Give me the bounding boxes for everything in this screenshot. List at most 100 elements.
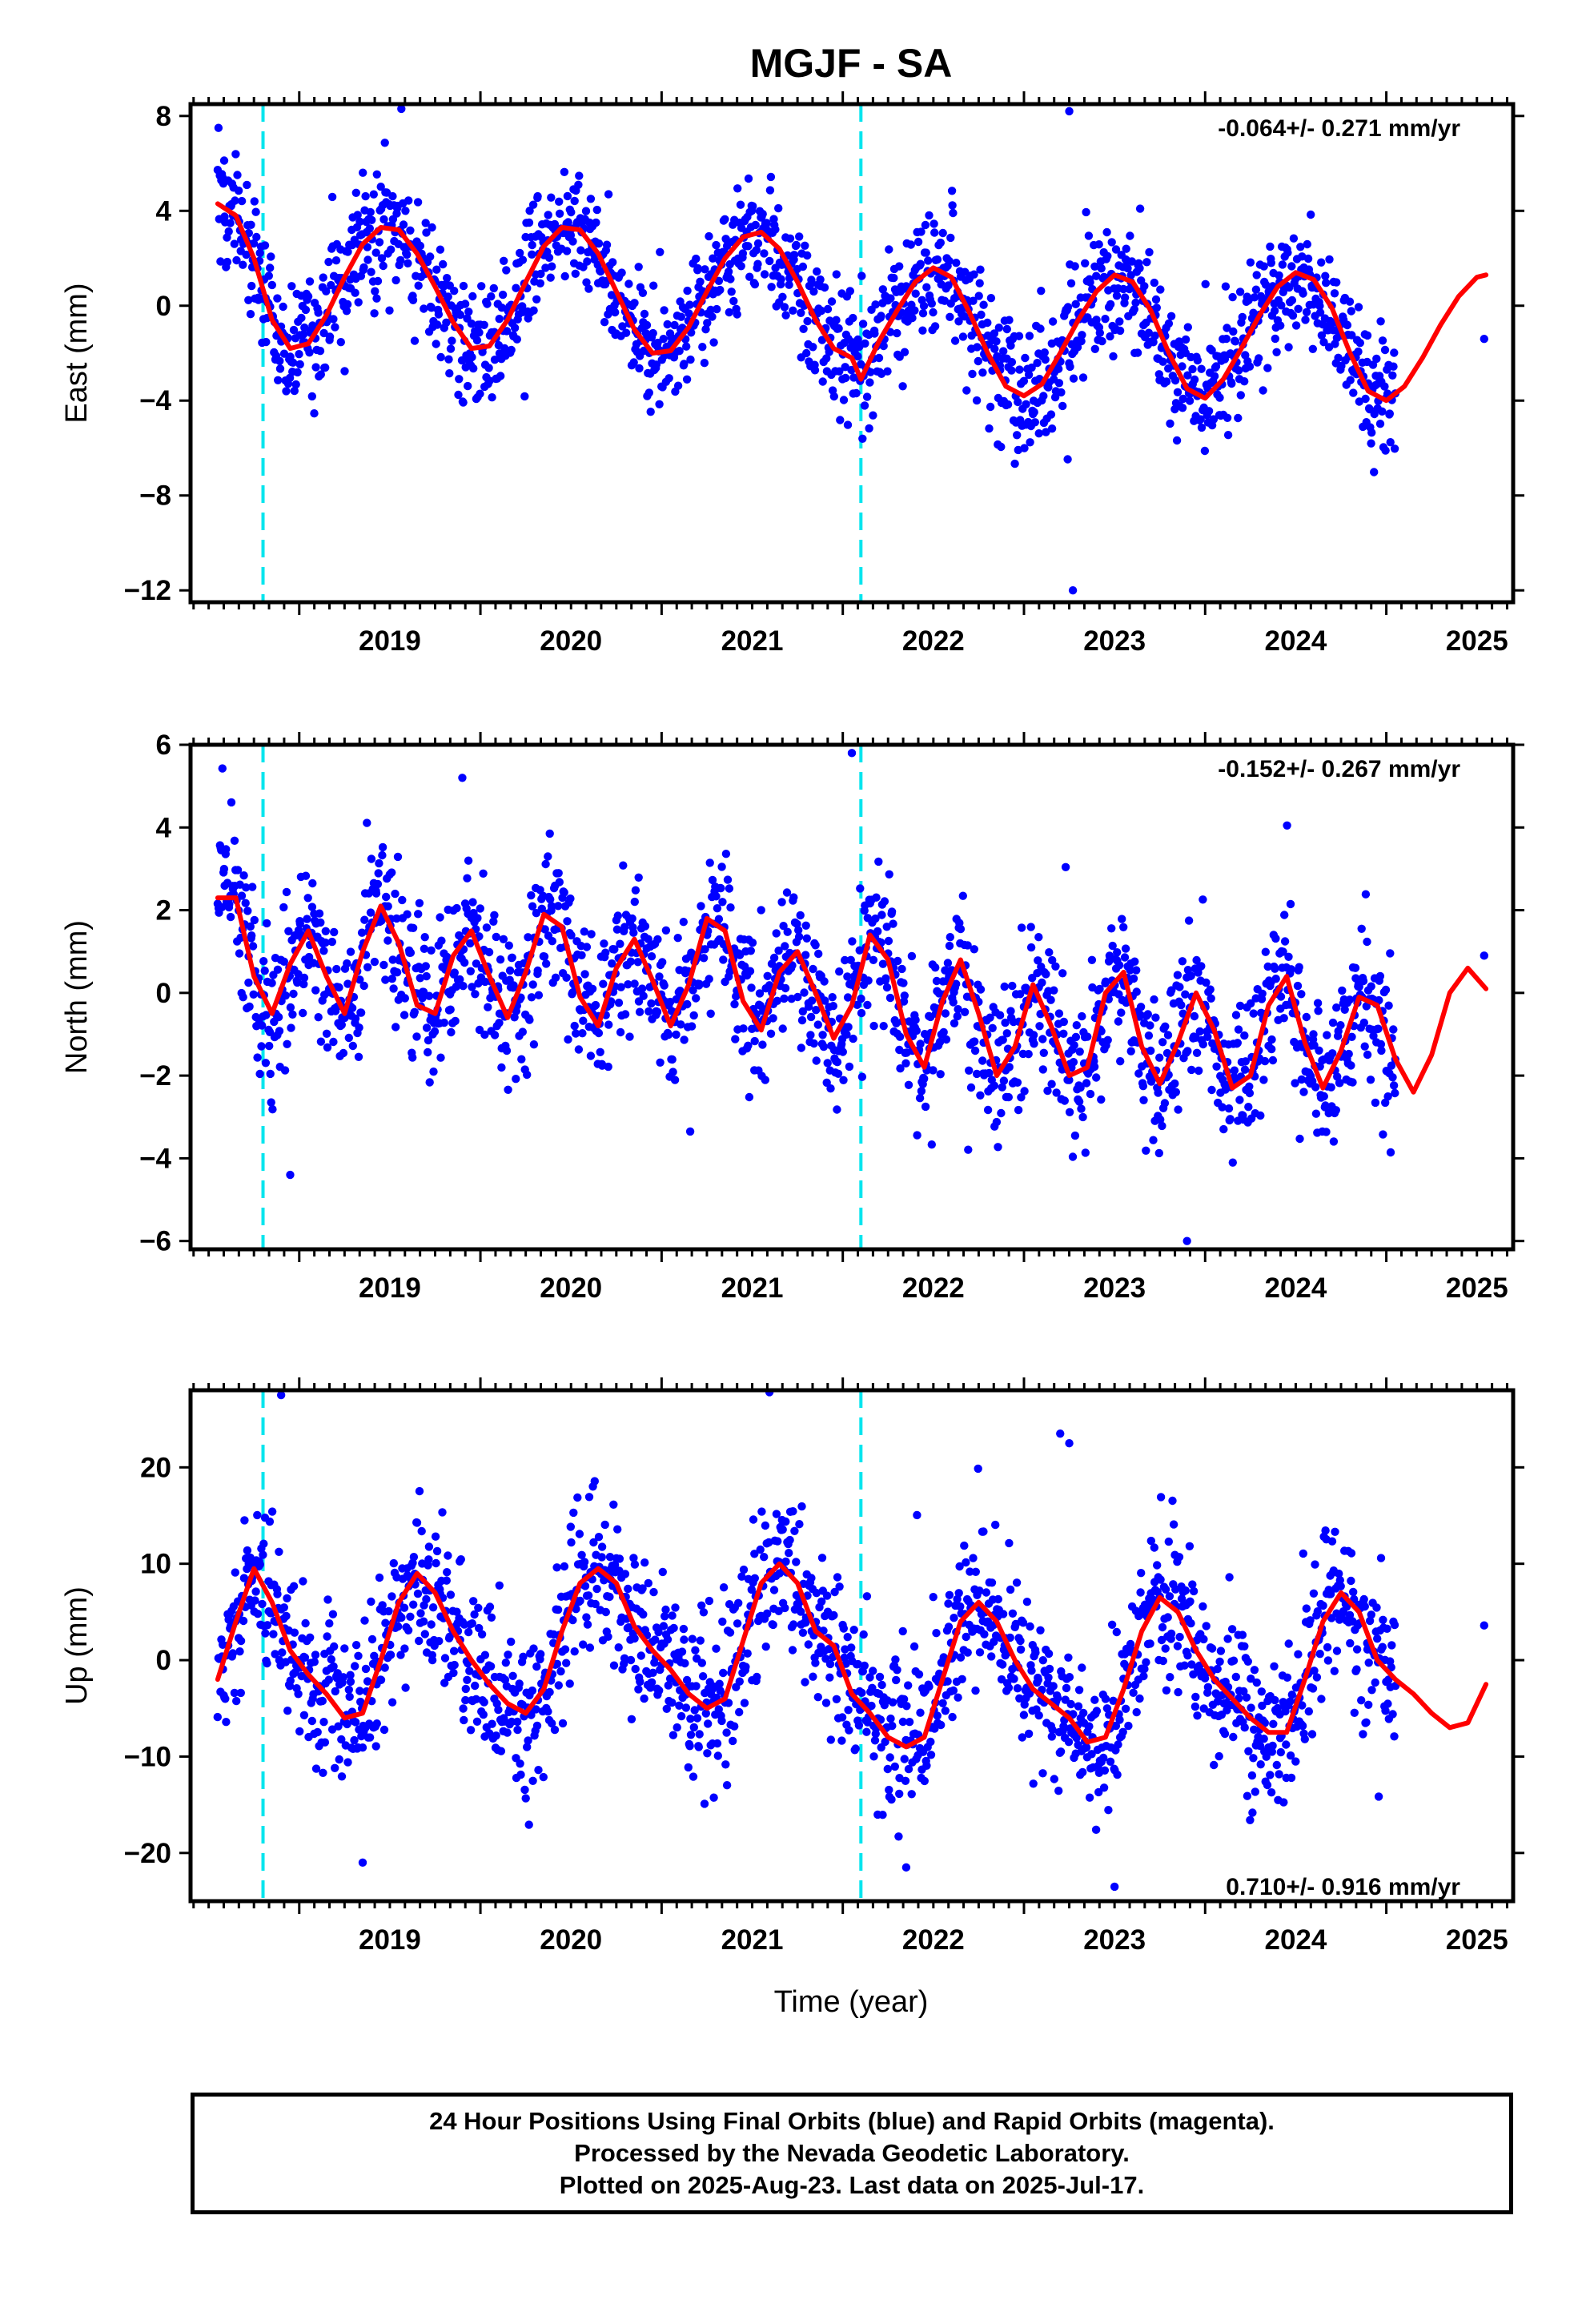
data-point — [836, 416, 845, 424]
data-point — [263, 1621, 272, 1630]
data-point — [900, 348, 909, 356]
data-point — [949, 998, 958, 1007]
data-point — [415, 1636, 424, 1646]
data-point — [1271, 934, 1280, 943]
data-point — [279, 302, 287, 312]
data-point — [862, 1727, 871, 1736]
data-point — [244, 978, 253, 987]
data-point — [1268, 1055, 1278, 1065]
data-point — [1060, 1096, 1070, 1105]
data-point — [974, 292, 983, 300]
data-point — [1359, 1018, 1369, 1027]
data-point — [283, 1707, 292, 1715]
data-point — [1075, 1047, 1084, 1056]
data-point — [601, 1607, 610, 1617]
data-point — [936, 1070, 945, 1079]
data-point — [413, 1589, 423, 1598]
data-point — [821, 996, 829, 1005]
data-point — [844, 1706, 853, 1715]
data-point — [843, 1633, 852, 1642]
data-point — [1020, 1087, 1029, 1096]
data-point — [886, 1714, 895, 1723]
data-point — [1196, 415, 1205, 424]
data-point — [248, 883, 257, 891]
data-point — [383, 902, 392, 911]
data-point — [1261, 280, 1271, 289]
data-point — [404, 196, 413, 205]
data-point — [829, 1002, 838, 1011]
data-point — [619, 861, 628, 870]
data-point — [783, 927, 792, 936]
data-point — [1378, 336, 1387, 345]
data-point — [505, 966, 515, 975]
data-point — [882, 923, 891, 931]
data-point — [414, 910, 423, 919]
data-point — [994, 1143, 1002, 1152]
data-point — [746, 947, 755, 955]
data-point — [329, 1662, 338, 1671]
data-point — [575, 1530, 584, 1538]
data-point — [613, 911, 622, 920]
data-point — [895, 1789, 904, 1799]
data-point — [845, 1726, 853, 1735]
data-point — [881, 1737, 889, 1747]
data-point — [893, 328, 901, 338]
data-point — [1346, 376, 1355, 384]
data-point — [894, 1832, 903, 1841]
data-point — [689, 1723, 698, 1732]
data-point — [376, 183, 385, 191]
data-point — [343, 959, 351, 968]
data-point — [778, 1525, 787, 1534]
data-point — [716, 285, 725, 295]
data-point — [1160, 1099, 1170, 1108]
data-point — [1283, 248, 1292, 257]
data-point — [420, 1630, 429, 1638]
data-point — [355, 1023, 363, 1032]
data-point — [1370, 468, 1379, 476]
data-point — [600, 1520, 609, 1530]
data-point — [1175, 983, 1184, 991]
data-point — [424, 1555, 433, 1564]
data-point — [1259, 262, 1268, 271]
data-point — [329, 315, 338, 324]
data-point — [459, 398, 468, 407]
data-point — [1311, 1109, 1321, 1118]
data-point — [337, 1772, 347, 1781]
data-point — [1250, 293, 1259, 302]
data-point — [1001, 1018, 1010, 1027]
data-point — [615, 1554, 624, 1563]
data-point — [536, 1650, 545, 1659]
data-point — [1015, 1694, 1024, 1703]
data-point — [1219, 1124, 1228, 1134]
data-point — [1193, 356, 1203, 365]
data-point — [391, 889, 400, 899]
data-point — [750, 1550, 759, 1558]
data-point — [843, 972, 852, 981]
data-point — [516, 1770, 525, 1779]
data-point — [624, 279, 633, 288]
data-point — [624, 980, 632, 989]
data-point — [400, 1011, 409, 1019]
data-point — [223, 257, 232, 267]
data-point — [827, 297, 837, 306]
data-point — [1278, 260, 1287, 269]
data-point — [291, 380, 300, 389]
data-point — [1145, 247, 1154, 257]
data-point — [976, 985, 986, 994]
data-point — [1061, 862, 1070, 872]
data-point — [443, 274, 452, 283]
data-point — [1380, 382, 1389, 391]
data-point — [516, 1759, 524, 1768]
data-point — [344, 1685, 353, 1695]
data-point — [812, 1056, 821, 1065]
data-point — [817, 1597, 826, 1606]
data-point — [484, 364, 493, 372]
data-point — [428, 1603, 438, 1612]
data-point — [1130, 957, 1139, 966]
data-point — [781, 1557, 790, 1566]
data-point — [480, 1030, 489, 1039]
data-point — [693, 263, 702, 273]
data-point — [483, 300, 492, 308]
data-point — [1218, 1103, 1227, 1112]
